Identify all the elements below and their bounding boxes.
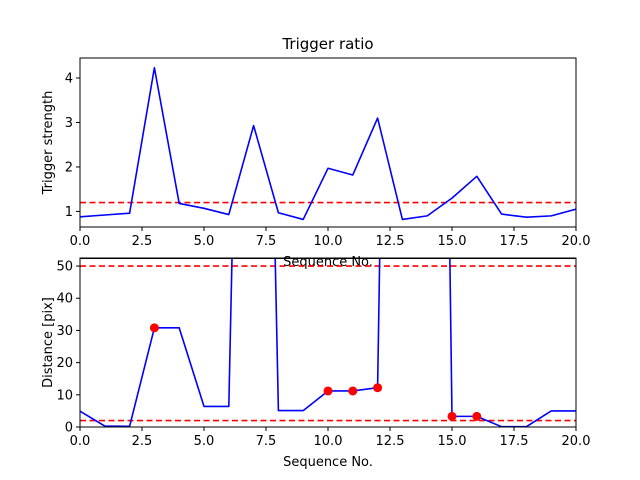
x-tick-label: 0.0 — [70, 234, 91, 249]
y-tick-label: 10 — [56, 388, 73, 403]
series-line — [80, 66, 576, 221]
subplot-1: 0.0 2.5 5.0 7.5 10.0 12.5 15.0 17.5 20.0 1 2 3 4 Sequ… — [41, 35, 590, 270]
x-tick-label: 20.0 — [562, 434, 591, 449]
x-tick-label: 20.0 — [562, 234, 591, 249]
x-tick-label: 2.5 — [132, 234, 153, 249]
y-axis-label: Trigger strength — [41, 91, 56, 196]
x-tick-label: 12.5 — [376, 434, 405, 449]
x-tick-label: 5.0 — [194, 234, 215, 249]
x-tick-label: 10.0 — [314, 434, 343, 449]
x-tick-label: 2.5 — [132, 434, 153, 449]
data-point-marker — [323, 386, 333, 396]
y-tick-label: 3 — [65, 116, 73, 131]
x-axis-label: Sequence No. — [283, 255, 373, 270]
x-tick-label: 7.5 — [256, 434, 277, 449]
x-tick-label: 15.0 — [438, 234, 467, 249]
plot-content — [80, 66, 576, 221]
y-tick-label: 0 — [65, 421, 73, 436]
series-line — [80, 258, 576, 427]
data-point-marker — [447, 411, 457, 421]
plot-content — [80, 258, 576, 427]
y-axis-label: Distance [pix] — [41, 297, 56, 388]
x-tick-label: 10.0 — [314, 234, 343, 249]
y-tick-label: 40 — [56, 292, 73, 307]
y-tick-label: 2 — [65, 160, 73, 175]
x-tick-label: 17.5 — [500, 434, 529, 449]
data-point-marker — [472, 411, 482, 421]
y-tick-label: 1 — [65, 205, 73, 220]
data-point-marker — [348, 386, 358, 396]
x-tick-label: 0.0 — [70, 434, 91, 449]
axes-frame-top-edge — [80, 258, 576, 259]
y-tick-label: 50 — [56, 260, 73, 275]
x-tick-label: 17.5 — [500, 234, 529, 249]
y-tick-label: 4 — [65, 72, 73, 87]
x-tick-label: 7.5 — [256, 234, 277, 249]
x-tick-label: 15.0 — [438, 434, 467, 449]
subplot-2: 0.0 2.5 5.0 7.5 10.0 12.5 15.0 17.5 20.0 0 10 20 30 4… — [41, 257, 591, 470]
axes-frame — [79, 257, 577, 428]
chart-title: Trigger ratio — [281, 35, 373, 53]
y-tick-label: 30 — [56, 324, 73, 339]
y-tick-label: 20 — [56, 356, 73, 371]
x-tick-label: 5.0 — [194, 434, 215, 449]
x-axis-label: Sequence No. — [283, 455, 373, 470]
data-point-marker — [373, 383, 383, 393]
data-point-marker — [149, 323, 159, 333]
axes-frame — [79, 57, 577, 228]
x-tick-label: 12.5 — [376, 234, 405, 249]
